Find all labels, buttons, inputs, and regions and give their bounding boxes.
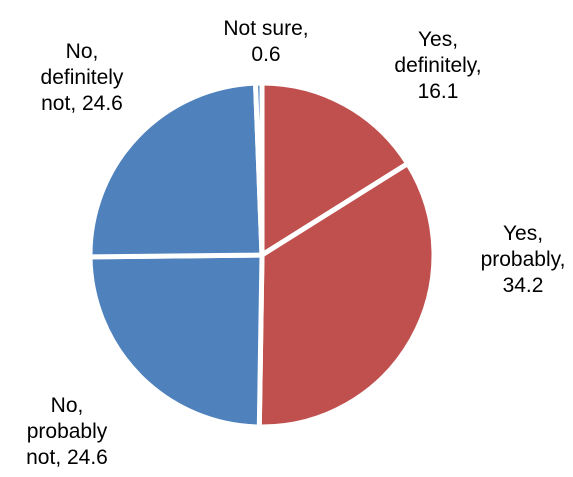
slice-label-line: 0.6	[251, 43, 280, 66]
slice-label-line: probably	[27, 420, 108, 443]
pie-slice-no-probably-not	[87, 252, 265, 430]
slice-label-no-probably-not: No, probably not, 24.6	[26, 394, 108, 469]
pie-slice-yes-probably	[256, 160, 437, 430]
pie-slice-yes-definitely	[259, 80, 412, 260]
pie-slice-no-definitely-not	[87, 80, 265, 260]
slice-label-line: definitely,	[394, 54, 481, 77]
slice-label-line: Not sure,	[223, 17, 308, 40]
slice-label-line: 34.2	[503, 274, 544, 297]
slice-label-line: No,	[66, 40, 99, 63]
slice-label-line: not, 24.6	[41, 92, 123, 115]
slice-label-line: Yes,	[503, 222, 543, 245]
slice-label-no-definitely-not: No, definitely not, 24.6	[41, 40, 124, 115]
slice-label-line: Yes,	[418, 28, 458, 51]
slice-label-line: 16.1	[418, 80, 459, 103]
slice-label-line: No,	[51, 394, 84, 417]
slice-label-yes-probably: Yes, probably, 34.2	[481, 222, 566, 297]
slice-label-line: definitely	[41, 66, 124, 89]
slice-label-line: probably,	[481, 248, 566, 271]
pie-slice-not-sure	[252, 80, 265, 256]
slice-label-yes-definitely: Yes, definitely, 16.1	[394, 28, 481, 103]
slice-label-line: not, 24.6	[26, 446, 108, 469]
slice-label-not-sure: Not sure, 0.6	[223, 17, 308, 66]
